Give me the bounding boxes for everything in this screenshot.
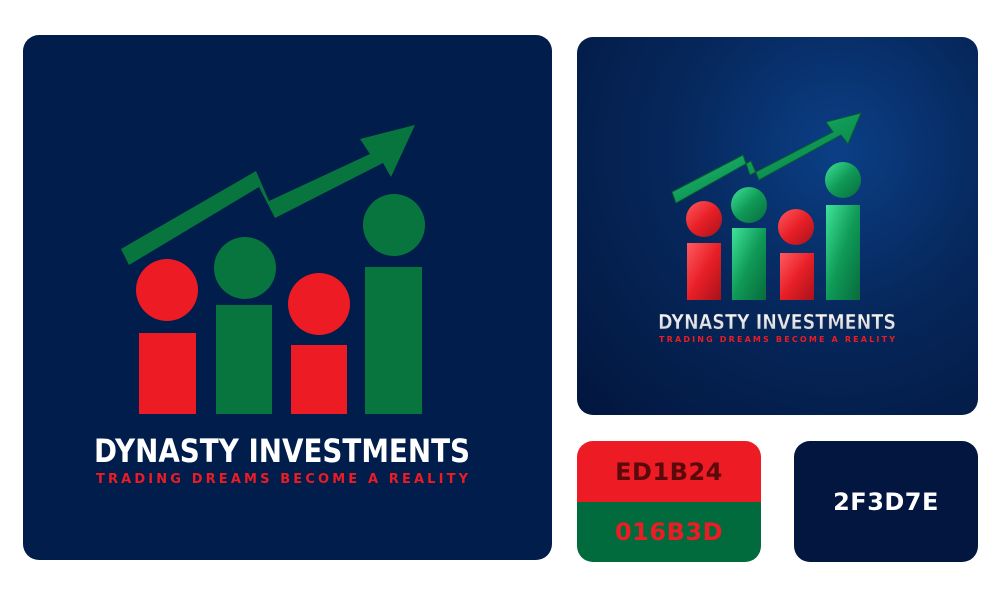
mockup-card: DYNASTY INVESTMENTS TRADING DREAMS BECOM… [577, 37, 978, 415]
swatch-navy-label: 2F3D7E [833, 487, 939, 516]
mockup-brand-name: DYNASTY INVESTMENTS [658, 310, 896, 334]
mockup-bar-figure-3 [778, 209, 814, 300]
logo-graphic: DYNASTY INVESTMENTS TRADING DREAMS BECOM… [94, 125, 470, 487]
brand-tagline: TRADING DREAMS BECOME A REALITY [96, 472, 469, 487]
mockup-brand-tagline: TRADING DREAMS BECOME A REALITY [659, 335, 895, 344]
bar-figure-4 [363, 194, 425, 414]
mockup-logo-graphic: DYNASTY INVESTMENTS TRADING DREAMS BECOM… [658, 112, 896, 344]
brand-name: DYNASTY INVESTMENTS [94, 432, 470, 470]
swatch-navy: 2F3D7E [794, 441, 978, 562]
mockup-bar-figure-2 [731, 187, 767, 300]
bar-figure-1 [136, 259, 198, 414]
trend-arrow-icon [121, 125, 415, 265]
mockup-trend-arrow-icon [671, 112, 862, 204]
swatch-green: 016B3D [577, 502, 761, 562]
main-logo-card: DYNASTY INVESTMENTS TRADING DREAMS BECOM… [23, 35, 552, 560]
bar-figure-3 [288, 273, 350, 414]
swatch-red: ED1B24 [577, 441, 761, 502]
mockup-bar-figure-1 [686, 201, 722, 300]
swatch-red-green: ED1B24 016B3D [577, 441, 761, 562]
bar-figure-2 [214, 237, 276, 414]
swatch-red-label: ED1B24 [615, 457, 723, 486]
swatch-green-label: 016B3D [614, 518, 723, 546]
mockup-bar-figure-4 [825, 162, 861, 300]
